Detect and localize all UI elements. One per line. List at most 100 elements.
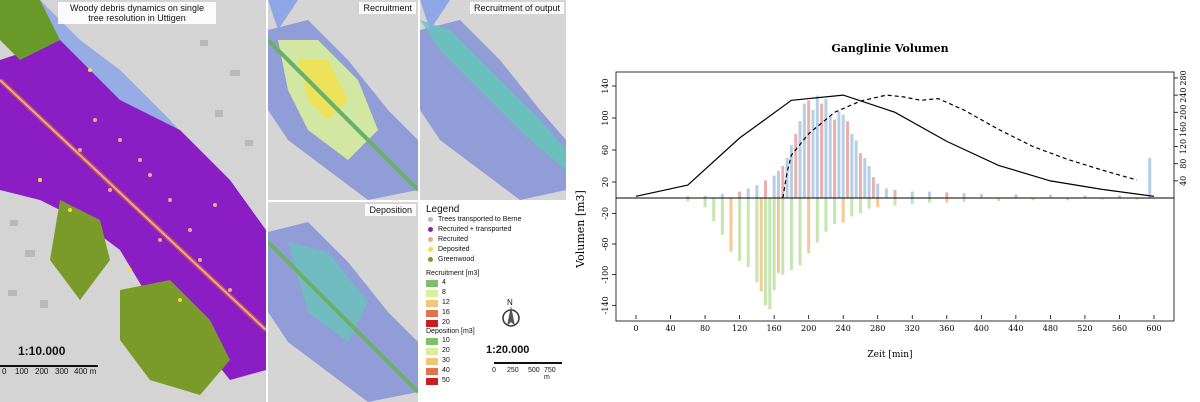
positive-bar (738, 191, 742, 198)
secondary-scalebar-250: 250 (507, 367, 519, 374)
positive-bar (815, 95, 819, 198)
y-right-tick-label: 40 (1179, 176, 1188, 186)
positive-bar (850, 134, 854, 198)
y-left-tick-label: 140 (601, 78, 610, 93)
positive-bar (720, 194, 724, 198)
negative-bar (772, 198, 776, 290)
x-tick-label: 280 (870, 324, 885, 333)
positive-bar (884, 188, 888, 198)
positive-bar (1048, 194, 1052, 198)
positive-bar (1083, 195, 1087, 198)
legend-class-label: 40 (442, 367, 450, 374)
negative-bar (850, 198, 854, 217)
positive-bar (871, 177, 875, 198)
legend-class-swatch (426, 378, 438, 385)
y-right-tick-label: 160 (1179, 122, 1188, 137)
positive-bar (772, 175, 776, 198)
y-right-tick-label: 240 (1179, 88, 1188, 103)
positive-bar (893, 190, 897, 198)
deposition-map: Deposition (268, 202, 418, 402)
positive-bar (837, 111, 841, 198)
output-map-graphic (420, 0, 566, 200)
x-tick-label: 160 (766, 324, 781, 333)
positive-bar (807, 100, 811, 198)
x-tick-label: 440 (1008, 324, 1023, 333)
negative-bar (738, 198, 742, 261)
positive-bar (979, 194, 983, 198)
north-arrow-icon (502, 306, 520, 327)
legend-class-label: 20 (442, 319, 450, 326)
negative-bar (712, 198, 716, 221)
negative-bar (776, 198, 780, 274)
negative-bar (703, 198, 707, 208)
positive-bar (858, 153, 862, 198)
secondary-scalebar-500: 500 (528, 367, 540, 374)
legend-point-label: Trees transported to Berne (438, 216, 522, 223)
positive-bar (962, 193, 966, 198)
hydrograph-chart: Ganglinie Volumen Volumen [m3] Zeit [min… (574, 42, 1188, 360)
x-tick-label: 560 (1112, 324, 1127, 333)
negative-bar (686, 198, 690, 202)
chart-title: Ganglinie Volumen (831, 42, 948, 55)
negative-bar (815, 198, 819, 243)
negative-bar (1100, 198, 1104, 200)
legend-point-swatch (428, 247, 433, 252)
legend-deposition-title: Deposition [m3] (426, 328, 475, 335)
main-scalebar-100: 100 (15, 367, 29, 376)
positive-bar (1117, 195, 1121, 198)
x-tick-label: 400 (974, 324, 989, 333)
y-right-tick-label: 200 (1179, 105, 1188, 120)
negative-bar (997, 198, 1001, 202)
x-tick-label: 480 (1043, 324, 1058, 333)
legend-point-swatch (428, 227, 433, 232)
legend-recruitment-title: Recruitment [m3] (426, 270, 480, 277)
positive-bar (828, 116, 832, 198)
legend-point-label: Greenwood (438, 256, 475, 263)
positive-bar (876, 183, 880, 198)
legend-point-swatch (428, 237, 433, 242)
negative-bar (764, 198, 767, 306)
legend-class-label: 20 (442, 347, 450, 354)
chart-ylabel: Volumen [m3] (574, 190, 587, 269)
recruitment-map: Recruitment (268, 0, 418, 200)
legend-title: Legend (426, 204, 460, 215)
cumulative-line-dashed (782, 94, 1137, 199)
x-tick-label: 600 (1146, 324, 1161, 333)
legend-point-swatch (428, 217, 433, 222)
positive-bar (686, 196, 690, 198)
y-left-tick-label: 60 (601, 145, 610, 155)
y-left-tick-label: -20 (601, 207, 610, 220)
y-right-tick-label: 120 (1179, 139, 1188, 154)
negative-bar (876, 198, 880, 208)
output-title: Recruitment of output (469, 2, 564, 14)
positive-bar (781, 166, 785, 198)
negative-bar (720, 198, 724, 235)
negative-bar (789, 198, 793, 271)
positive-bar (854, 140, 858, 198)
negative-bar (1135, 198, 1139, 200)
y-left-tick-label: -100 (601, 266, 610, 284)
positive-bar (764, 180, 767, 198)
recruitment-title: Recruitment (359, 2, 416, 14)
legend-point-label: Recruited (438, 236, 468, 243)
secondary-scalebar (494, 362, 562, 364)
positive-bar (789, 145, 793, 198)
legend-point-label: Deposited (438, 246, 470, 253)
negative-bar (1031, 198, 1035, 201)
negative-bar (781, 198, 785, 275)
positive-bar (811, 110, 815, 198)
negative-bar (798, 198, 802, 266)
negative-bar (841, 198, 845, 223)
negative-bar (755, 198, 759, 283)
legend-point-label: Recruited + transported (438, 226, 512, 233)
x-tick-label: 0 (633, 324, 638, 333)
positive-bar (1148, 158, 1152, 198)
positive-bar (910, 191, 914, 198)
positive-bar (1014, 194, 1018, 198)
negative-bar (858, 198, 862, 214)
positive-bar (863, 158, 867, 198)
legend-class-swatch (426, 310, 438, 317)
main-scalebar-400: 400 m (74, 367, 97, 376)
main-map-graphic (0, 0, 266, 402)
negative-bar (945, 198, 949, 203)
